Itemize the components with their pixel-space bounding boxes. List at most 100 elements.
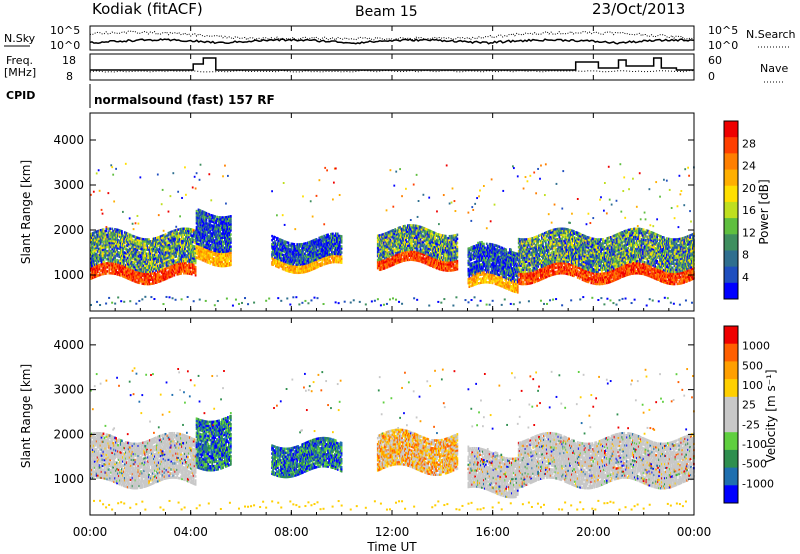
echo-cell bbox=[206, 259, 209, 262]
echo-cell bbox=[229, 233, 232, 236]
echo-cell bbox=[134, 276, 137, 279]
echo-cell bbox=[182, 235, 184, 239]
echo-cell bbox=[310, 254, 313, 257]
echo-cell bbox=[112, 270, 115, 273]
echo-cell bbox=[414, 226, 417, 230]
echo-cell bbox=[272, 257, 274, 260]
echo-cell bbox=[154, 269, 157, 272]
echo-cell bbox=[167, 244, 170, 247]
echo-cell bbox=[408, 258, 411, 262]
echo-cell bbox=[198, 257, 201, 260]
echo-cell bbox=[152, 253, 154, 257]
echo-cell bbox=[170, 250, 173, 254]
echo-cell bbox=[402, 247, 404, 250]
echo-cell bbox=[131, 263, 134, 266]
echo-cell bbox=[117, 240, 119, 244]
echo-cell bbox=[433, 233, 435, 236]
echo-cell bbox=[200, 211, 203, 215]
echo-cell bbox=[313, 255, 316, 258]
echo-cell bbox=[183, 263, 185, 267]
echo-cell bbox=[110, 241, 113, 245]
echo-cell bbox=[285, 263, 288, 266]
echo-cell bbox=[114, 256, 117, 259]
echo-cell bbox=[273, 241, 275, 245]
echo-cell bbox=[272, 247, 274, 250]
echo-cell bbox=[169, 249, 172, 252]
echo-cell bbox=[172, 240, 175, 243]
echo-cell bbox=[119, 247, 121, 251]
echo-cell bbox=[213, 263, 216, 267]
echo-cell bbox=[104, 235, 107, 239]
echo-cell bbox=[111, 270, 114, 273]
echo-cell bbox=[316, 255, 319, 259]
echo-cell bbox=[223, 256, 225, 260]
echo-cell bbox=[436, 244, 438, 248]
echo-cell bbox=[217, 228, 219, 231]
echo-cell bbox=[291, 256, 294, 260]
echo-cell bbox=[186, 251, 189, 255]
echo-cell bbox=[224, 256, 226, 260]
echo-cell bbox=[91, 270, 94, 273]
echo-cell bbox=[229, 251, 232, 254]
echo-cell bbox=[393, 250, 396, 254]
echo-cell bbox=[143, 258, 146, 261]
echo-cell bbox=[90, 257, 92, 260]
echo-cell bbox=[141, 262, 144, 265]
echo-cell bbox=[280, 263, 283, 266]
echo-cell bbox=[105, 262, 108, 265]
echo-cell bbox=[420, 250, 423, 253]
echo-cell bbox=[94, 257, 97, 260]
echo-cell bbox=[141, 268, 144, 271]
echo-cell bbox=[94, 249, 97, 252]
echo-cell bbox=[430, 262, 433, 266]
echo-cell bbox=[450, 257, 453, 260]
echo-cell bbox=[324, 244, 327, 247]
echo-cell bbox=[405, 238, 407, 242]
echo-cell bbox=[202, 255, 205, 258]
echo-cell bbox=[447, 257, 450, 260]
echo-cell bbox=[114, 246, 117, 249]
echo-cell bbox=[291, 269, 294, 272]
echo-cell bbox=[404, 259, 406, 262]
echo-cell bbox=[94, 259, 97, 262]
echo-cell bbox=[135, 264, 138, 268]
echo-cell bbox=[113, 248, 116, 251]
echo-cell bbox=[201, 224, 204, 227]
echo-cell bbox=[227, 225, 229, 229]
echo-cell bbox=[181, 247, 183, 251]
echo-cell bbox=[227, 252, 230, 255]
echo-cell bbox=[179, 256, 181, 259]
echo-cell bbox=[125, 232, 128, 235]
echo-cell bbox=[161, 262, 164, 266]
echo-cell bbox=[135, 236, 138, 239]
echo-cell bbox=[194, 247, 197, 251]
echo-cell bbox=[216, 246, 219, 249]
echo-cell bbox=[287, 243, 290, 247]
echo-cell bbox=[119, 269, 121, 273]
echo-cell bbox=[166, 266, 169, 270]
echo-cell bbox=[226, 236, 228, 239]
echo-cell bbox=[119, 253, 121, 257]
echo-cell bbox=[141, 266, 144, 269]
echo-cell bbox=[415, 236, 418, 240]
echo-cell bbox=[290, 252, 293, 256]
echo-cell bbox=[279, 248, 282, 252]
echo-cell bbox=[96, 242, 99, 245]
echo-cell bbox=[431, 238, 434, 242]
echo-cell bbox=[428, 239, 431, 242]
echo-cell bbox=[421, 250, 424, 254]
echo-cell bbox=[449, 255, 452, 258]
echo-cell bbox=[91, 252, 94, 255]
echo-cell bbox=[405, 242, 407, 246]
echo-cell bbox=[195, 226, 198, 229]
echo-cell bbox=[210, 234, 213, 237]
echo-cell bbox=[139, 277, 142, 281]
echo-cell bbox=[382, 235, 385, 238]
echo-cell bbox=[173, 231, 176, 234]
echo-cell bbox=[440, 260, 443, 263]
echo-cell bbox=[103, 264, 106, 267]
echo-cell bbox=[317, 249, 320, 252]
echo-cell bbox=[401, 257, 403, 261]
echo-cell bbox=[319, 244, 322, 247]
echo-cell bbox=[388, 244, 391, 248]
